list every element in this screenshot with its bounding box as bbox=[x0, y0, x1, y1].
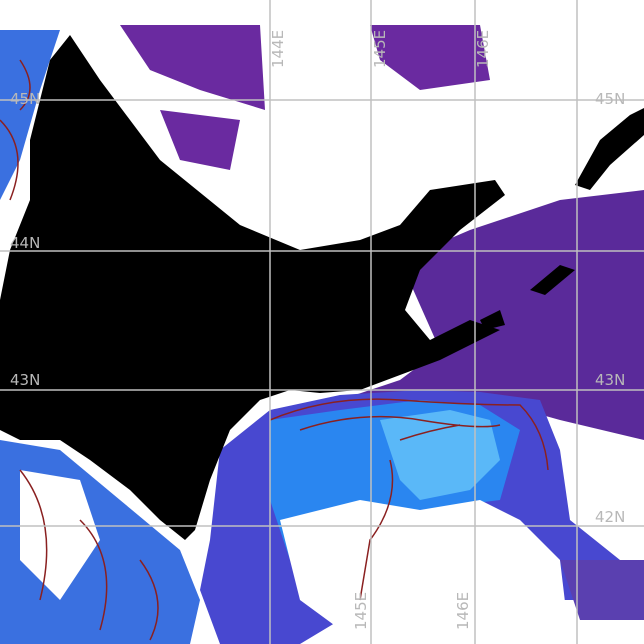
lon-label: 146E bbox=[454, 591, 472, 630]
lat-label: 45N bbox=[10, 90, 41, 108]
cold-water-region bbox=[215, 190, 644, 500]
cold-water-region bbox=[120, 25, 490, 170]
land-hokkaido bbox=[0, 35, 505, 540]
lat-label: 43N bbox=[10, 371, 41, 389]
lat-label: 42N bbox=[595, 508, 626, 526]
land-island bbox=[480, 108, 644, 330]
lon-label: 145E bbox=[371, 29, 389, 68]
lon-label: 144E bbox=[269, 29, 287, 68]
cloud-region bbox=[20, 470, 570, 644]
cold-water-region bbox=[560, 560, 644, 620]
ocean-layer bbox=[0, 25, 644, 644]
lat-label: 45N bbox=[595, 90, 626, 108]
warmest-water-region bbox=[380, 410, 500, 500]
lon-label: 145E bbox=[352, 591, 370, 630]
lon-label: 146E bbox=[474, 29, 492, 68]
lat-label: 44N bbox=[10, 234, 41, 252]
lat-label: 43N bbox=[595, 371, 626, 389]
